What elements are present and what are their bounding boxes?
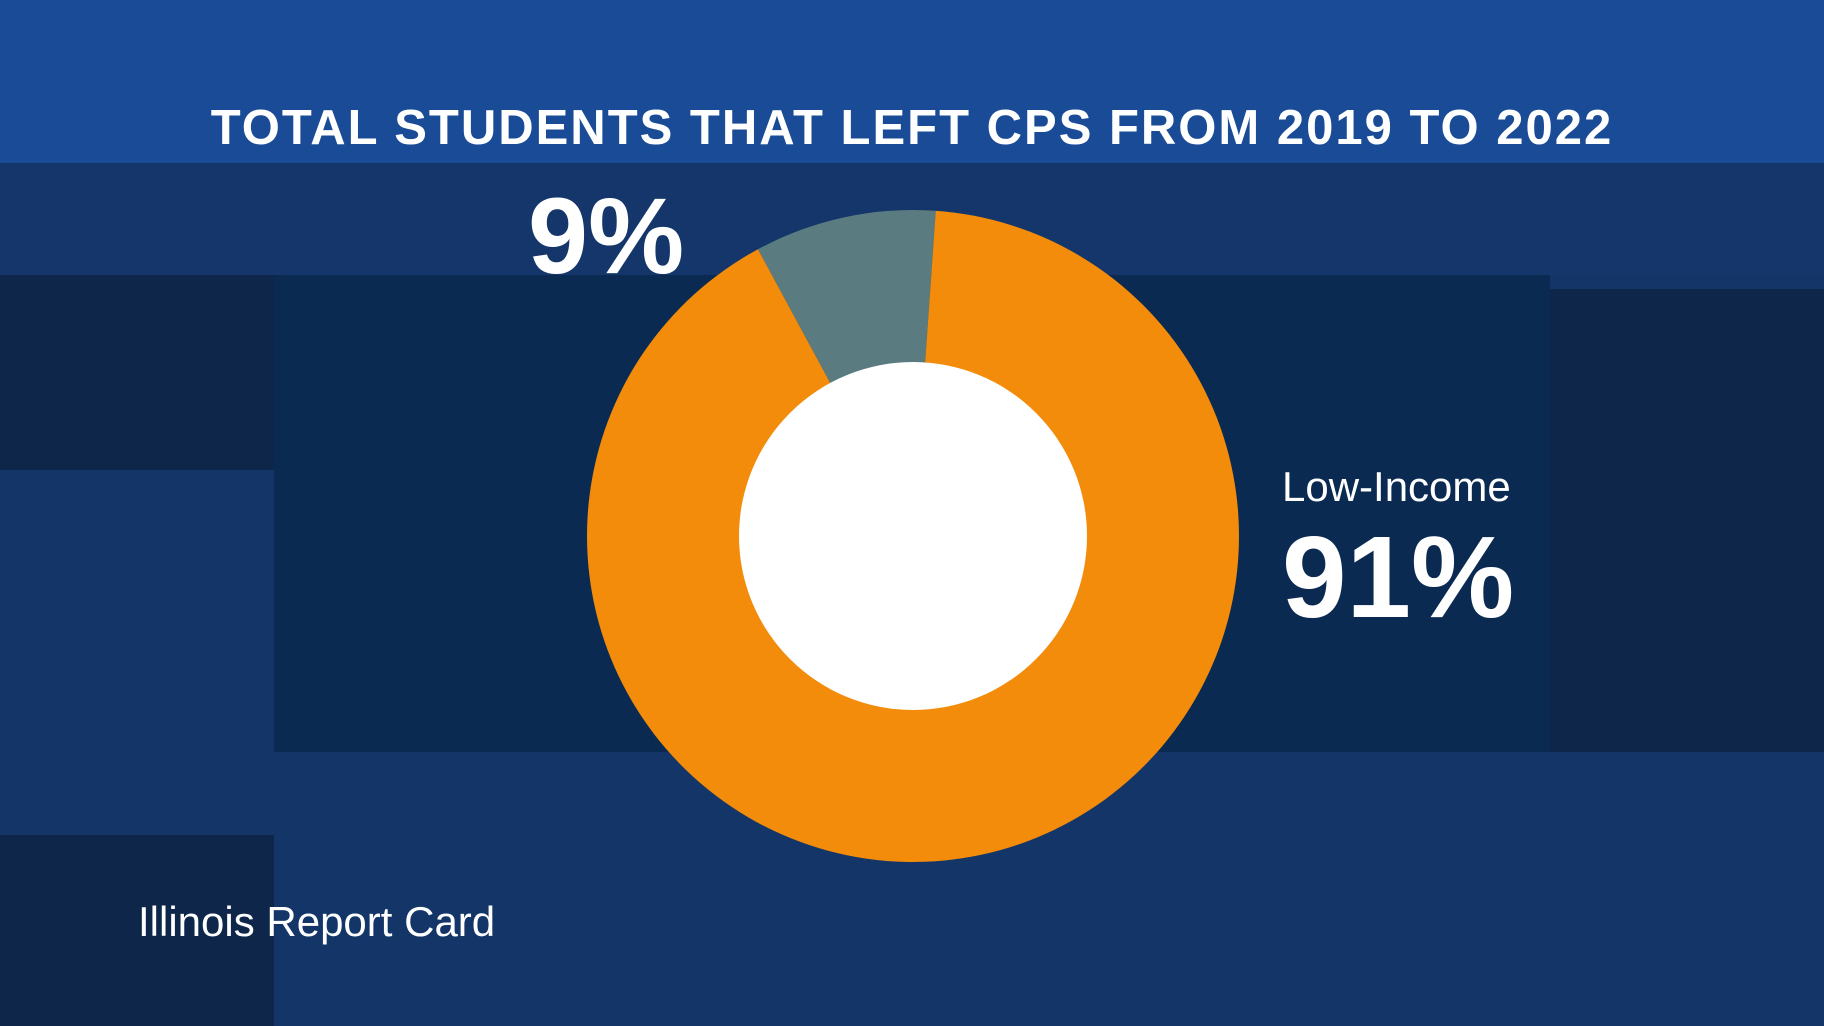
slice-low-income-category-label: Low-Income <box>1282 463 1511 510</box>
slice-other-value-label: 9% <box>528 175 685 296</box>
title-band <box>0 0 1824 163</box>
right-dark-block <box>1550 289 1824 752</box>
bottom-left-block <box>0 835 274 1026</box>
donut-hole <box>739 362 1087 710</box>
chart-title: TOTAL STUDENTS THAT LEFT CPS FROM 2019 T… <box>210 101 1614 155</box>
source-credit: Illinois Report Card <box>138 898 496 945</box>
left-dark-block <box>0 275 274 470</box>
slice-low-income-value-label: 91% <box>1282 512 1515 642</box>
